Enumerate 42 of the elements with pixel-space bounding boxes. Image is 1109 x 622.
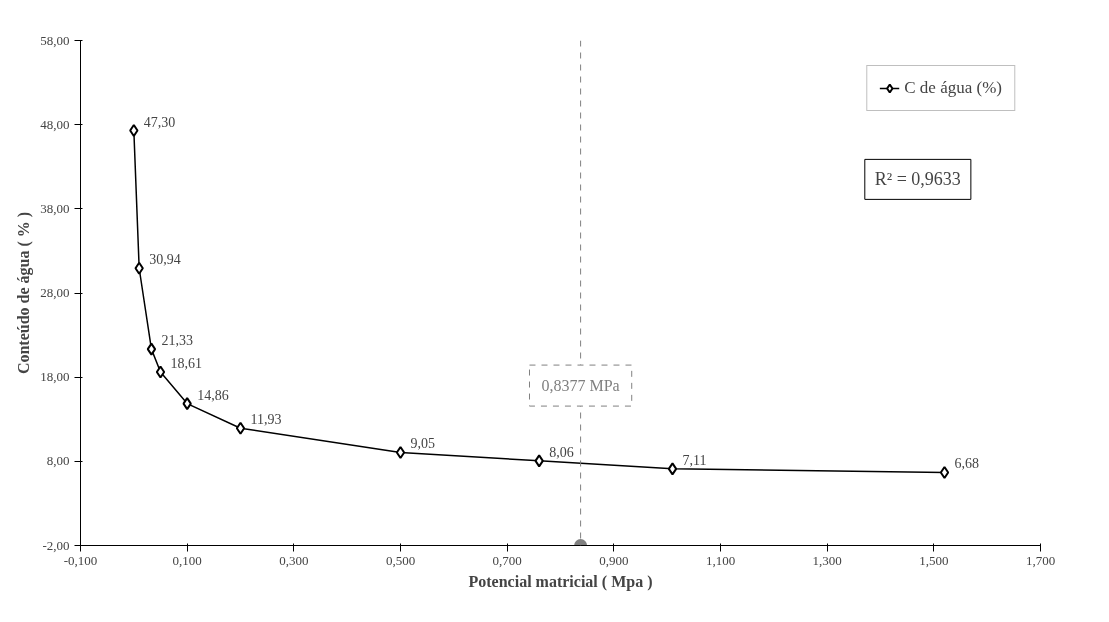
point xyxy=(395,446,406,459)
y-tick-label: 48,00 xyxy=(40,116,70,132)
data-label: 14,86 xyxy=(197,387,229,403)
x-tick-label: 0,500 xyxy=(385,552,416,568)
x-tick-label: 0,300 xyxy=(279,552,309,568)
y-tick-label: -2,00 xyxy=(42,537,70,553)
annotation: R² = 0,9633 xyxy=(874,169,961,190)
data-label: 47,30 xyxy=(143,114,176,130)
data-label: 18,61 xyxy=(170,356,202,372)
data-label: 6,68 xyxy=(954,456,979,472)
point xyxy=(235,421,246,435)
data-label: 30,94 xyxy=(149,252,181,268)
data-label: 7,11 xyxy=(682,452,707,468)
x-tick-label: 1,300 xyxy=(812,552,842,568)
point xyxy=(667,462,678,476)
point xyxy=(146,342,157,356)
point xyxy=(182,397,192,411)
x-tick-label: 0,100 xyxy=(172,552,202,568)
y-tick-label: 58,00 xyxy=(40,32,70,48)
data-label: 9,05 xyxy=(410,436,435,452)
y-tick-label: 38,00 xyxy=(40,200,70,216)
data-label: 11,93 xyxy=(250,412,282,428)
legend-label: C de água (%) xyxy=(904,78,1002,98)
x-tick-label: 1,700 xyxy=(1025,552,1056,568)
y-tick-label: 8,00 xyxy=(46,453,70,469)
x-tick-label: 1,100 xyxy=(705,552,736,568)
y-axis-title: Conteúdo de água ( % ) xyxy=(15,211,34,375)
x-tick-label: -0,100 xyxy=(63,552,98,568)
x-tick-label: 0,700 xyxy=(492,552,522,568)
data-label: 21,33 xyxy=(161,333,193,349)
data-label: 8,06 xyxy=(549,444,574,460)
x-axis-title: Potencial matricial ( Mpa ) xyxy=(468,572,653,591)
x-tick-label: 1,500 xyxy=(919,552,949,568)
x-tick-label: 0,900 xyxy=(599,552,629,568)
point xyxy=(155,365,166,379)
y-tick-label: 18,00 xyxy=(40,369,70,385)
point xyxy=(129,124,139,138)
point xyxy=(134,261,144,275)
ref-line-label: 0,8377 MPa xyxy=(541,377,620,395)
y-tick-label: 28,00 xyxy=(40,285,70,300)
point xyxy=(939,465,950,479)
point xyxy=(534,454,544,468)
